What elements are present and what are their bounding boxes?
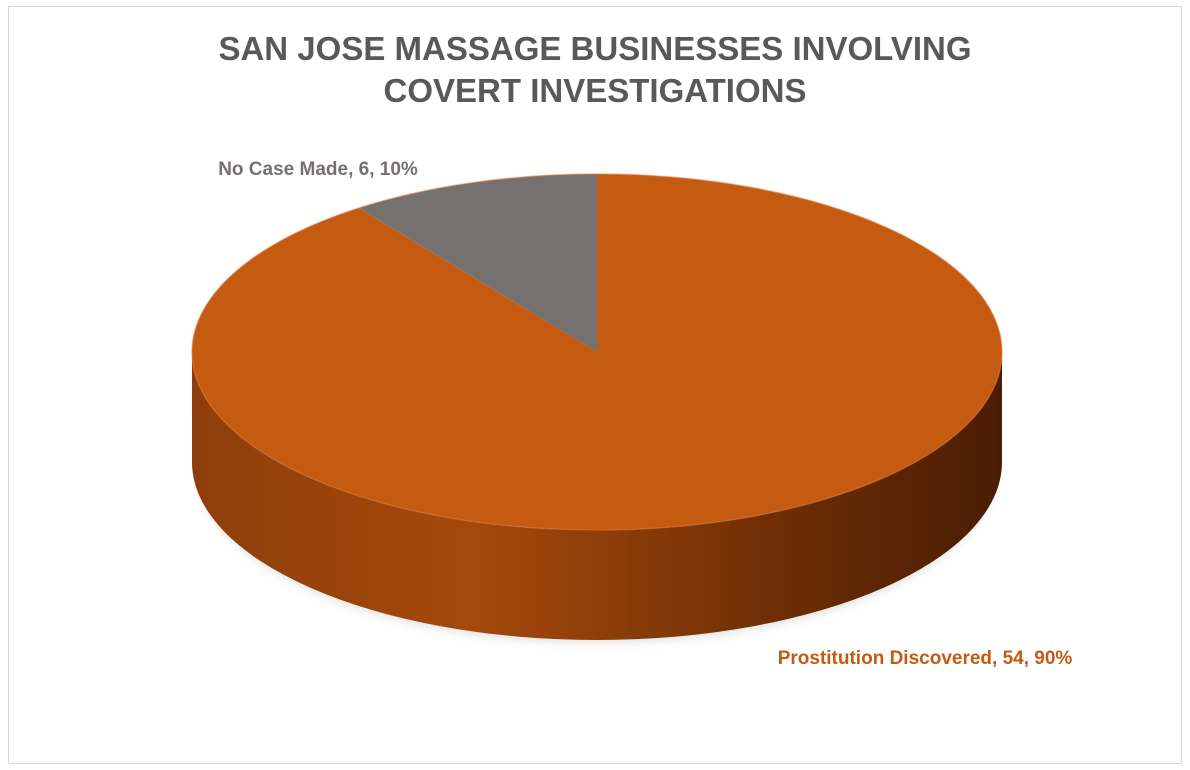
- data-label-prostitution-discovered: Prostitution Discovered, 54, 90%: [778, 648, 1073, 669]
- pie-rim: [191, 173, 1003, 531]
- chart-title: SAN JOSE MASSAGE BUSINESSES INVOLVING CO…: [0, 28, 1190, 112]
- pie-slice-no-case-made: [358, 174, 597, 352]
- chart-title-line-1: SAN JOSE MASSAGE BUSINESSES INVOLVING: [218, 30, 972, 67]
- data-label-no-case-made: No Case Made, 6, 10%: [218, 159, 418, 180]
- pie-side-wall: [192, 352, 1002, 640]
- pie-slice-prostitution-discovered: [191, 174, 1003, 530]
- chart-title-line-2: COVERT INVESTIGATIONS: [383, 72, 807, 109]
